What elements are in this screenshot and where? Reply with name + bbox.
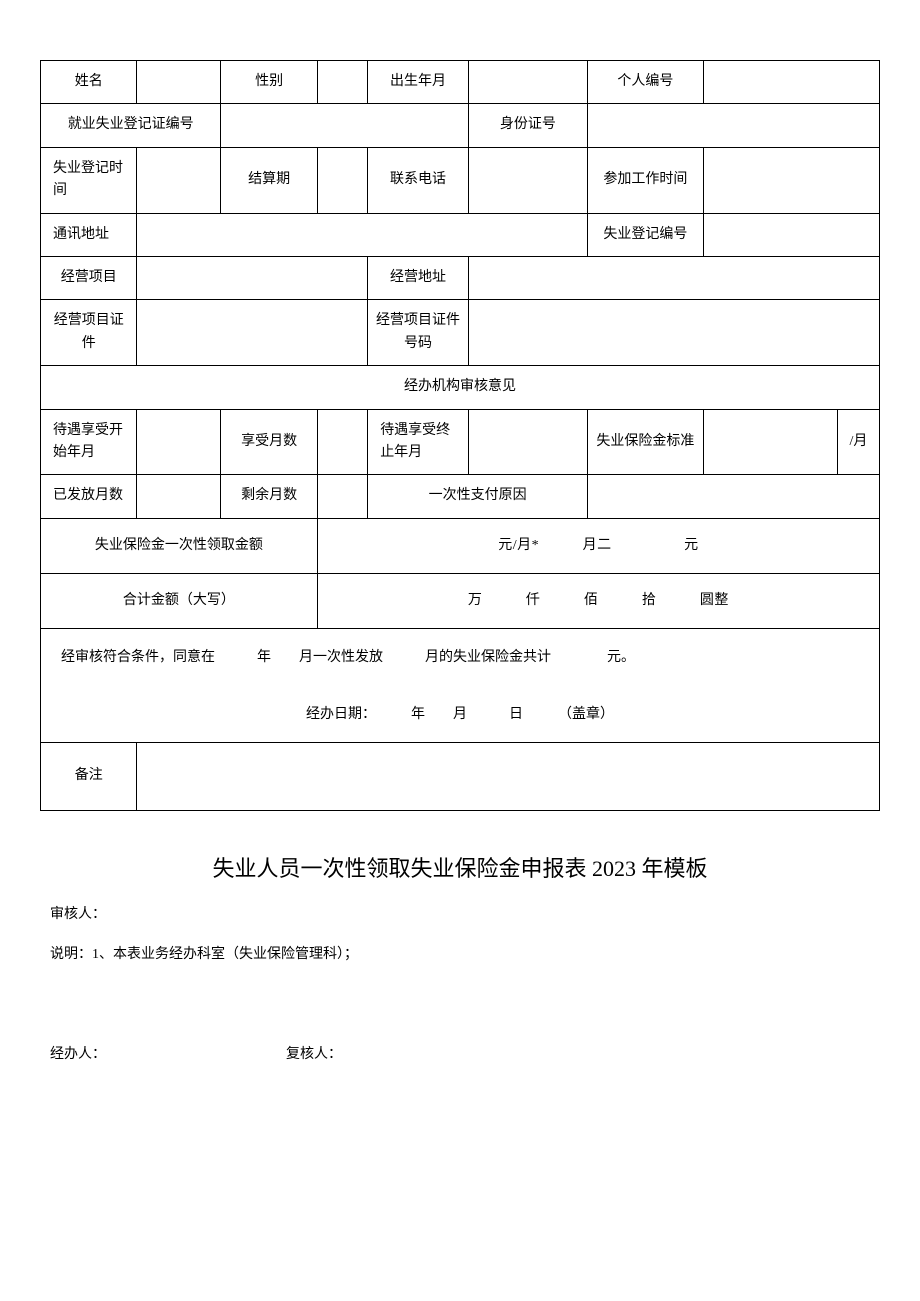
label-remaining: 剩余月数 [221, 475, 317, 518]
label-personal-no: 个人编号 [587, 61, 703, 104]
value-benefit-months [317, 409, 367, 475]
row-cert: 就业失业登记证编号 身份证号 [41, 104, 880, 147]
value-name [137, 61, 221, 104]
label-phone: 联系电话 [368, 147, 469, 213]
document-title: 失业人员一次性领取失业保险金申报表 2023 年模板 [40, 851, 880, 883]
label-insurance-standard: 失业保险金标准 [587, 409, 703, 475]
row-business-1: 经营项目 经营地址 [41, 256, 880, 299]
value-business-cert-no [468, 300, 879, 366]
label-work-start: 参加工作时间 [587, 147, 703, 213]
value-remaining [317, 475, 367, 518]
value-personal-no [703, 61, 879, 104]
value-business-cert [137, 300, 368, 366]
row-unemp-time: 失业登记时间 结算期 联系电话 参加工作时间 [41, 147, 880, 213]
value-birth [468, 61, 587, 104]
label-business-cert: 经营项目证件 [41, 300, 137, 366]
label-total-cn: 合计金额（大写） [41, 574, 318, 629]
label-name: 姓名 [41, 61, 137, 104]
value-business-item [137, 256, 368, 299]
label-benefit-end: 待遇享受终止年月 [368, 409, 469, 475]
value-address [137, 213, 588, 256]
process-date-text: 经办日期： 年 月 日 （盖章） [41, 688, 880, 743]
label-benefit-months: 享受月数 [221, 409, 317, 475]
row-remark: 备注 [41, 743, 880, 810]
value-remark [137, 743, 880, 810]
rechecker-label: 复核人： [286, 1043, 342, 1063]
note-line: 说明：1、本表业务经办科室（失业保险管理科）； [50, 943, 880, 963]
value-settlement [317, 147, 367, 213]
value-unemp-reg-time [137, 147, 221, 213]
label-onetime-reason: 一次性支付原因 [368, 475, 588, 518]
row-onetime-amount: 失业保险金一次性领取金额 元/月* 月二 元 [41, 518, 880, 573]
label-employment-cert: 就业失业登记证编号 [41, 104, 221, 147]
value-gender [317, 61, 367, 104]
label-gender: 性别 [221, 61, 317, 104]
value-business-address [468, 256, 879, 299]
application-form-table: 姓名 性别 出生年月 个人编号 就业失业登记证编号 身份证号 失业登记时间 结算… [40, 60, 880, 811]
label-benefit-start: 待遇享受开始年月 [41, 409, 137, 475]
handler-label: 经办人： [50, 1043, 106, 1063]
value-total-cn: 万 仟 佰 拾 圆整 [317, 574, 879, 629]
row-paid: 已发放月数 剩余月数 一次性支付原因 [41, 475, 880, 518]
row-basic-1: 姓名 性别 出生年月 个人编号 [41, 61, 880, 104]
value-benefit-end [468, 409, 587, 475]
value-id-no [587, 104, 879, 147]
label-onetime-amount: 失业保险金一次性领取金额 [41, 518, 318, 573]
row-address: 通讯地址 失业登记编号 [41, 213, 880, 256]
label-business-item: 经营项目 [41, 256, 137, 299]
value-phone [468, 147, 587, 213]
label-business-cert-no: 经营项目证件号码 [368, 300, 469, 366]
label-settlement: 结算期 [221, 147, 317, 213]
label-remark: 备注 [41, 743, 137, 810]
label-unemp-reg-no: 失业登记编号 [587, 213, 703, 256]
row-approval-1: 经审核符合条件，同意在 年 月一次性发放 月的失业保险金共计 元。 [41, 629, 880, 688]
label-id-no: 身份证号 [468, 104, 587, 147]
value-benefit-start [137, 409, 221, 475]
reviewer-line: 审核人： [50, 903, 880, 923]
label-paid-months: 已发放月数 [41, 475, 137, 518]
approval-text: 经审核符合条件，同意在 年 月一次性发放 月的失业保险金共计 元。 [41, 629, 880, 688]
label-per-month: /月 [837, 409, 879, 475]
row-business-2: 经营项目证件 经营项目证件号码 [41, 300, 880, 366]
label-unemp-reg-time: 失业登记时间 [41, 147, 137, 213]
value-paid-months [137, 475, 221, 518]
label-business-address: 经营地址 [368, 256, 469, 299]
row-agency-header: 经办机构审核意见 [41, 366, 880, 409]
signature-line: 经办人： 复核人： [40, 1043, 880, 1063]
value-unemp-reg-no [703, 213, 879, 256]
row-total-cn: 合计金额（大写） 万 仟 佰 拾 圆整 [41, 574, 880, 629]
value-onetime-amount: 元/月* 月二 元 [317, 518, 879, 573]
row-benefit: 待遇享受开始年月 享受月数 待遇享受终止年月 失业保险金标准 /月 [41, 409, 880, 475]
value-onetime-reason [587, 475, 879, 518]
value-employment-cert [221, 104, 468, 147]
value-work-start [703, 147, 879, 213]
row-approval-2: 经办日期： 年 月 日 （盖章） [41, 688, 880, 743]
value-insurance-standard [703, 409, 837, 475]
label-agency-review: 经办机构审核意见 [41, 366, 880, 409]
label-birth: 出生年月 [368, 61, 469, 104]
label-address: 通讯地址 [41, 213, 137, 256]
